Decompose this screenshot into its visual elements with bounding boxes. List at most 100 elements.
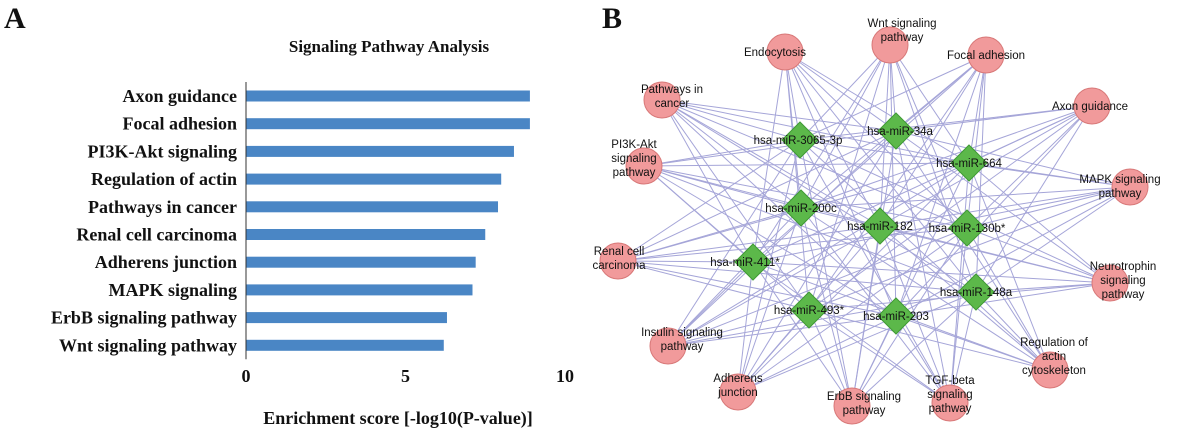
edge-m200c-wnt <box>800 44 891 209</box>
mirna-label: hsa-miR-664 <box>936 158 1002 170</box>
pathway-node-insulin <box>649 327 687 365</box>
edge-m200c-axon <box>800 105 1093 209</box>
edge-m148a-mapk <box>975 186 1131 293</box>
mirna-label: hsa-miR-34a <box>867 126 933 138</box>
x-tick-label: 10 <box>556 366 574 386</box>
category-label: Wnt signaling pathway <box>59 335 237 355</box>
pathway-label: cancer <box>655 98 690 110</box>
pathway-label: Wnt signaling <box>867 18 936 30</box>
pathway-label: Endocytosis <box>744 47 806 59</box>
pathway-label: Neurotrophin <box>1090 261 1156 273</box>
edge-m130b-adherens <box>737 227 968 393</box>
mirna-node-m182 <box>861 207 899 245</box>
edge-m664-endocytosis <box>784 51 970 164</box>
edge-m493-regulation <box>808 309 1051 371</box>
edge-m34a-tgf <box>895 130 951 404</box>
edge-m411-wnt <box>752 44 891 263</box>
pathway-node-adherens <box>719 373 757 411</box>
pathway-node-tgf <box>931 384 969 422</box>
edge-m3065-tgf <box>799 139 951 404</box>
panel-label-b: B <box>602 2 623 35</box>
edge-m200c-renal <box>617 207 802 262</box>
mirna-node-m411 <box>734 243 772 281</box>
edge-m130b-renal <box>617 227 968 262</box>
bar-renal-cell-carcinoma <box>246 229 486 240</box>
edge-m411-adherens <box>737 261 754 393</box>
category-label: Pathways in cancer <box>88 197 237 217</box>
pathway-node-neuro <box>1091 264 1129 302</box>
network-diagram: Endocytosis Wnt signaling pathway Focal adh… <box>592 18 1161 425</box>
pathway-node-erbb <box>833 387 871 425</box>
edge-m203-neuro <box>895 282 1111 317</box>
edge-m411-mapk <box>752 186 1131 263</box>
category-label: Focal adhesion <box>122 114 237 134</box>
pathway-label: pathway <box>1102 289 1145 301</box>
edge-m182-tgf <box>879 225 951 404</box>
bar-regulation-of-actin <box>246 173 502 185</box>
edge-m411-insulin <box>667 261 754 347</box>
edge-m203-endocytosis <box>784 51 897 317</box>
pathway-node-renal <box>599 242 637 280</box>
edge-m182-erbb <box>851 225 881 407</box>
pathway-label: PI3K-Akt <box>611 139 657 151</box>
edge-m664-neuro <box>968 162 1111 284</box>
edge-m34a-regulation <box>895 130 1051 371</box>
edge-m493-cancer <box>661 99 810 311</box>
mirna-label: hsa-miR-200c <box>765 203 837 215</box>
mirna-label: hsa-miR-3065-3p <box>754 135 843 147</box>
bar-pi3k-akt-signaling <box>246 145 514 157</box>
mirna-node-m34a <box>877 112 915 150</box>
mirna-label: hsa-miR-203 <box>863 311 929 323</box>
pathway-label: Regulation of <box>1020 337 1089 349</box>
pathway-label: Focal adhesion <box>947 50 1025 62</box>
x-axis-title: Enrichment score [-log10(P-value)] <box>263 408 533 429</box>
edge-m34a-axon <box>895 105 1093 132</box>
edge-m148a-neuro <box>975 282 1111 293</box>
edge-m664-insulin <box>667 162 970 347</box>
mirna-node-m148a <box>957 273 995 311</box>
edge-m3065-insulin <box>667 139 801 347</box>
mirna-label: hsa-miR-130b* <box>929 223 1006 235</box>
pathway-label: MAPK signaling <box>1079 174 1160 186</box>
edge-m34a-cancer <box>661 99 897 132</box>
edge-m3065-adherens <box>737 139 801 393</box>
pathway-label: Axon guidance <box>1052 101 1128 113</box>
pathway-node-pi3k <box>625 147 663 185</box>
pathway-label: TGF-beta <box>925 375 975 387</box>
edge-m130b-wnt <box>889 44 968 229</box>
edge-m493-mapk <box>808 186 1131 311</box>
edge-m182-pi3k <box>643 165 881 227</box>
edge-m130b-insulin <box>667 227 968 347</box>
pathway-node-focal <box>967 36 1005 74</box>
edge-m34a-mapk <box>895 130 1131 188</box>
mirna-node-m493 <box>790 291 828 329</box>
edge-m130b-axon <box>966 105 1093 229</box>
pathway-label: pathway <box>843 405 886 417</box>
edge-m182-mapk <box>879 186 1131 227</box>
edge-m203-axon <box>895 105 1093 317</box>
edge-m493-neuro <box>808 282 1111 311</box>
pathway-label: Renal cell <box>594 246 645 258</box>
edge-m200c-insulin <box>667 207 802 347</box>
pathway-node-regulation <box>1031 351 1069 389</box>
edge-m203-wnt <box>889 44 897 317</box>
edge-m203-renal <box>617 260 897 317</box>
mirna-label: hsa-miR-411* <box>710 257 780 269</box>
edge-m411-tgf <box>752 261 951 404</box>
category-label: Axon guidance <box>122 86 237 106</box>
pathway-node-cancer <box>643 81 681 119</box>
edge-m203-mapk <box>895 186 1131 317</box>
edge-m148a-cancer <box>661 99 977 293</box>
bar-adherens-junction <box>246 256 476 268</box>
pathway-node-wnt <box>871 26 909 64</box>
edge-m148a-renal <box>617 260 977 293</box>
pathway-label: pathway <box>613 167 656 179</box>
edge-m3065-focal <box>799 54 987 141</box>
pathway-label: pathway <box>929 403 972 415</box>
pathway-label: cytoskeleton <box>1022 365 1086 377</box>
edge-m493-axon <box>808 105 1093 311</box>
edge-m148a-pi3k <box>643 165 977 293</box>
edge-m148a-endocytosis <box>784 51 977 293</box>
edge-m130b-mapk <box>966 186 1131 229</box>
bar-erbb-signaling-pathway <box>246 312 447 324</box>
